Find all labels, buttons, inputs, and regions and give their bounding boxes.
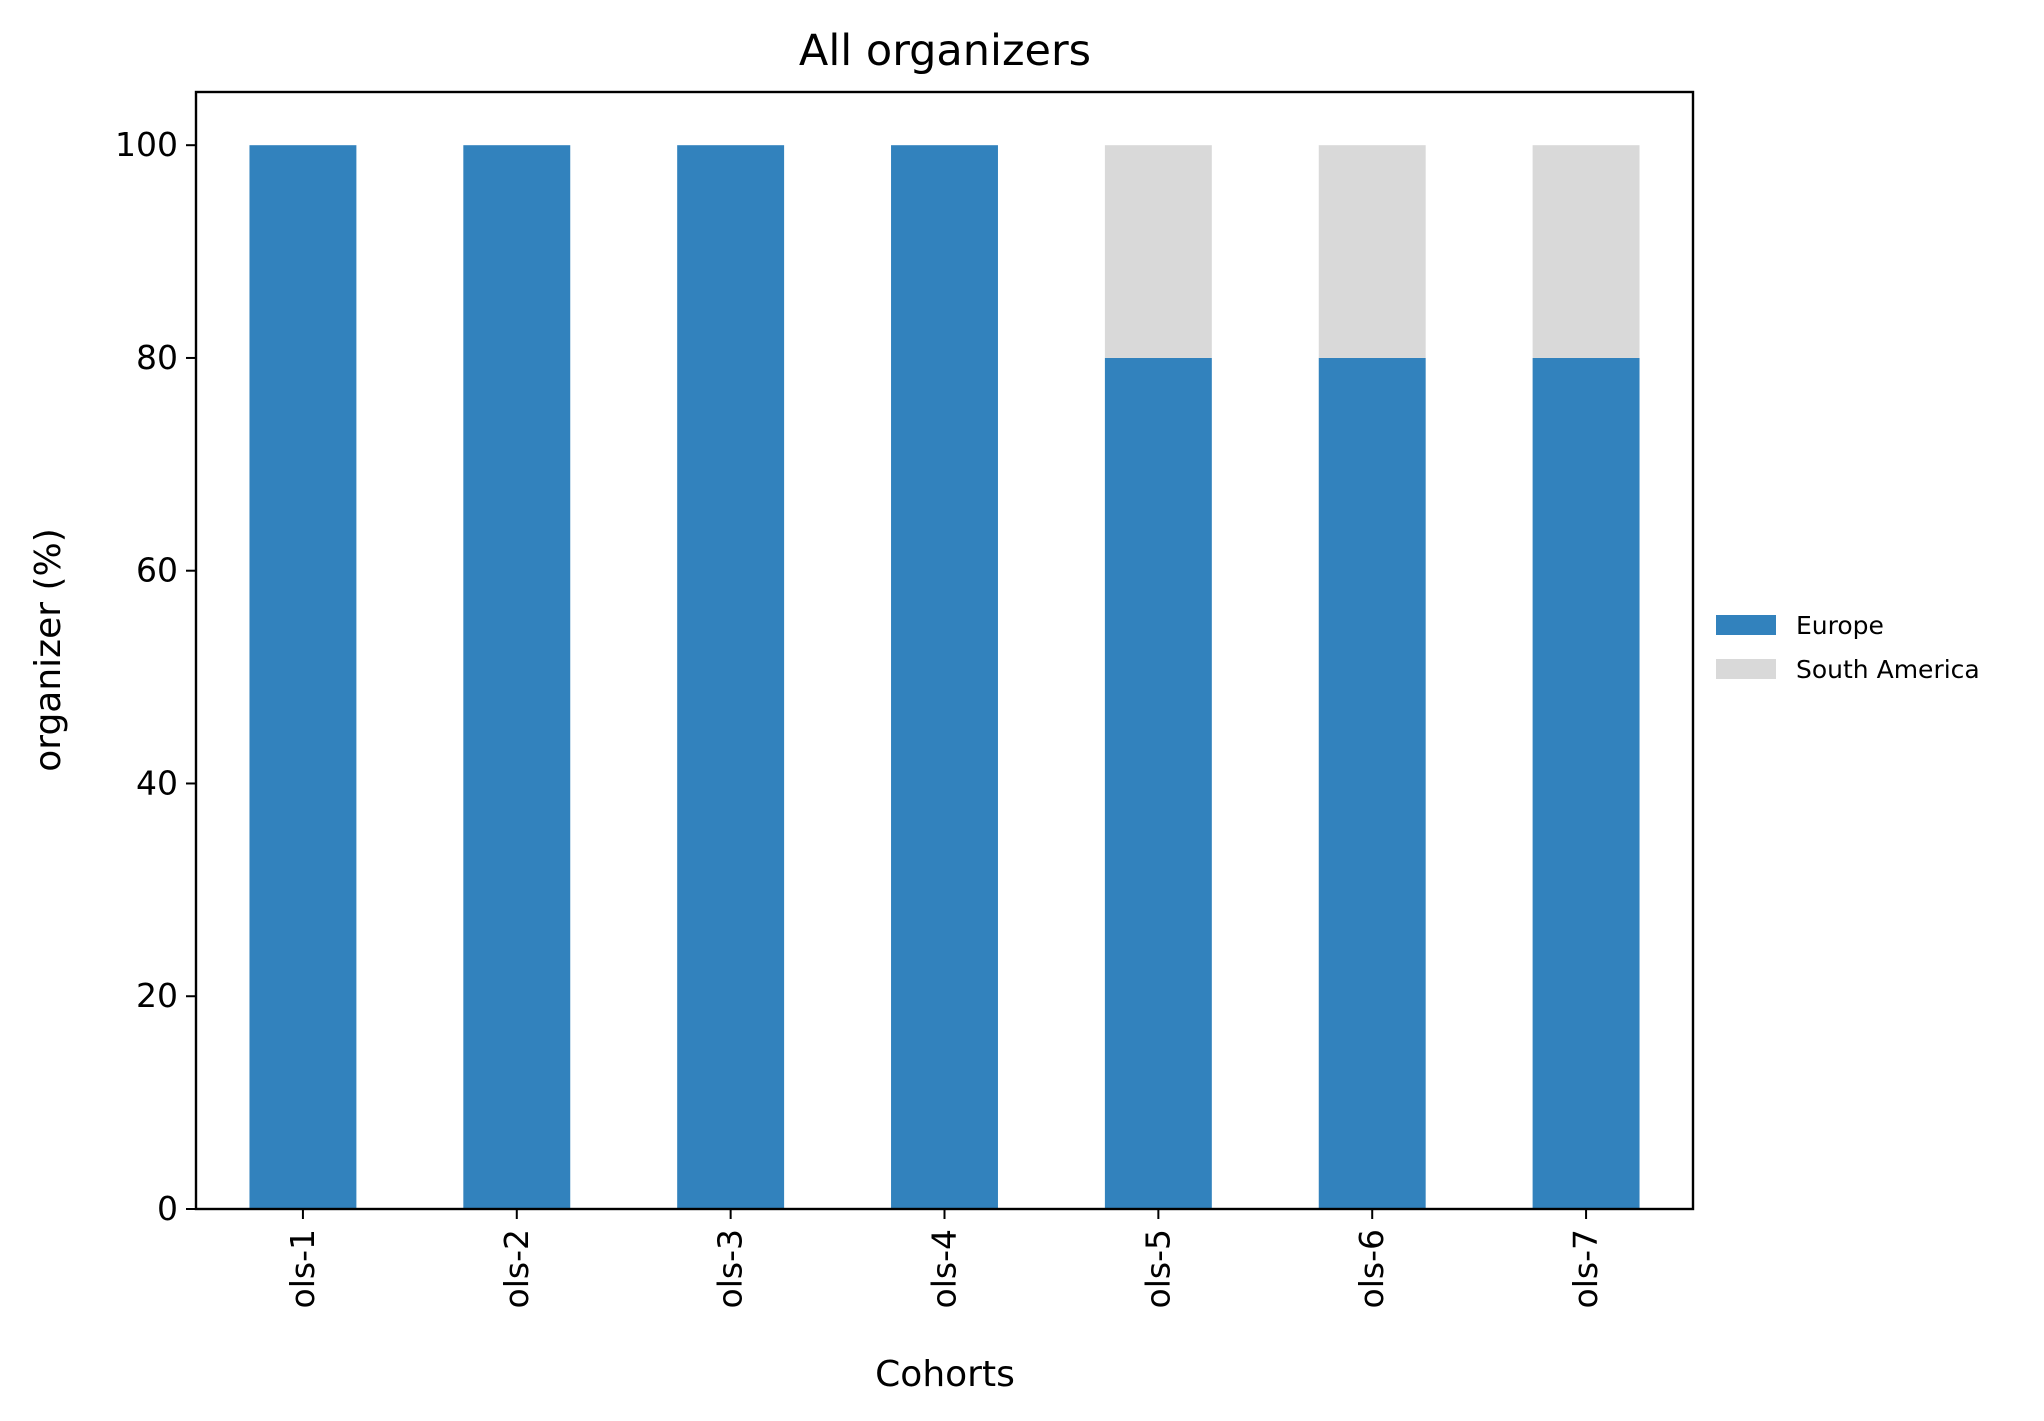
x-tick-label: ols-7 [1566, 1229, 1605, 1308]
bars-layer [249, 145, 1640, 1210]
chart-title: All organizers [799, 26, 1091, 76]
y-axis: 0 20 40 60 80 100 [115, 125, 196, 1228]
x-tick-label: ols-6 [1352, 1229, 1391, 1308]
y-tick-label: 20 [136, 976, 178, 1015]
y-axis-label: organizer (%) [28, 528, 69, 772]
legend-label-2: South America [1796, 655, 1980, 684]
bar-ols-1-series-1 [249, 145, 357, 1210]
x-tick-label: ols-4 [925, 1229, 964, 1308]
y-tick-label: 100 [115, 125, 178, 164]
bar-ols-5-series-2 [1104, 145, 1212, 358]
bar-ols-6-series-1 [1318, 357, 1426, 1209]
bar-ols-6-series-2 [1318, 145, 1426, 358]
x-tick-label: ols-3 [711, 1229, 750, 1308]
legend: Europe South America [1716, 611, 1980, 684]
x-axis: ols-1 ols-2 ols-3 ols-4 ols-5 ols-6 ols-7 [283, 1209, 1605, 1308]
bar-ols-3-series-1 [677, 145, 785, 1210]
x-tick-label: ols-1 [283, 1229, 322, 1308]
bar-ols-5-series-1 [1104, 357, 1212, 1209]
bar-ols-4-series-1 [891, 145, 998, 1210]
legend-swatch-2 [1716, 659, 1776, 679]
bar-ols-2-series-1 [463, 145, 571, 1210]
y-tick-label: 80 [136, 338, 178, 377]
x-tick-label: ols-5 [1138, 1229, 1177, 1308]
bar-ols-7-series-2 [1532, 145, 1640, 358]
x-axis-label: Cohorts [875, 1354, 1015, 1395]
y-tick-label: 60 [136, 551, 178, 590]
y-tick-label: 0 [157, 1189, 178, 1228]
legend-swatch-1 [1716, 615, 1776, 635]
bar-ols-7-series-1 [1532, 357, 1640, 1209]
legend-label-1: Europe [1796, 611, 1884, 640]
x-tick-label: ols-2 [497, 1229, 536, 1308]
y-tick-label: 40 [136, 763, 178, 802]
